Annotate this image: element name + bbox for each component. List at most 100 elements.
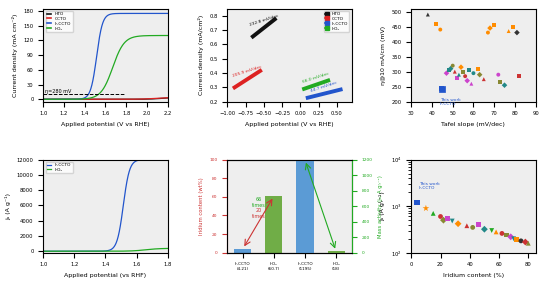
Point: [467, 82, 476, 86]
Text: 66.0 mV/dec: 66.0 mV/dec: [302, 71, 330, 83]
Point: [513, 30, 522, 35]
Point: [490, 23, 498, 27]
Y-axis label: Iridium content (wt%): Iridium content (wt%): [199, 177, 204, 235]
Point: [484, 30, 492, 35]
Point: [413, 200, 422, 205]
Point: [521, 240, 530, 244]
Point: [517, 239, 525, 243]
Point: [486, 26, 494, 30]
Point: [448, 219, 457, 223]
Text: 44.7 mV/dec: 44.7 mV/dec: [311, 80, 338, 93]
Point: [480, 227, 489, 231]
Text: η=280 mV: η=280 mV: [45, 89, 72, 94]
Point: [463, 224, 471, 228]
Point: [436, 27, 445, 32]
Point: [487, 228, 496, 233]
Y-axis label: Mass activity (jₐ, A gᴵᵣ⁻¹): Mass activity (jₐ, A gᴵᵣ⁻¹): [378, 175, 383, 238]
IrO₂: [123, 249, 129, 253]
Legend: HTO, CCTO, Ir-CCTO, IrO₂: HTO, CCTO, Ir-CCTO, IrO₂: [324, 11, 349, 32]
Point: [457, 65, 465, 69]
Ir-CCTO: [72, 250, 78, 253]
Point: [448, 63, 457, 68]
IrO₂: [113, 249, 120, 253]
Point: [432, 21, 440, 26]
X-axis label: Applied potential (vs RHF): Applied potential (vs RHF): [64, 273, 147, 278]
Ir-CCTO: [40, 250, 47, 253]
Point: [506, 235, 515, 239]
Point: [452, 76, 461, 80]
Y-axis label: η@10 mA/cm (mV): η@10 mA/cm (mV): [381, 26, 386, 85]
Point: [479, 77, 488, 82]
Point: [454, 222, 463, 226]
Ir-CCTO: [164, 158, 171, 161]
IrO₂: [96, 250, 103, 253]
X-axis label: Iridium content (%): Iridium content (%): [443, 273, 504, 278]
IrO₂: [40, 250, 47, 253]
Point: [459, 69, 467, 74]
Point: [524, 241, 532, 245]
Point: [461, 74, 470, 78]
Point: [492, 230, 500, 234]
Ir-CCTO: [134, 159, 140, 162]
Point: [500, 83, 509, 87]
Ir-CCTO: [113, 240, 120, 244]
Bar: [265, 196, 282, 253]
Text: 205.9 mV/dec: 205.9 mV/dec: [232, 65, 262, 78]
Y-axis label: jₐ (A gᴵᵣ⁻¹): jₐ (A gᴵᵣ⁻¹): [379, 191, 385, 221]
Ir-CCTO: [62, 250, 69, 253]
IrO₂: [72, 250, 78, 253]
Point: [451, 69, 459, 74]
Point: [439, 218, 448, 222]
Point: [446, 66, 455, 71]
Text: This work
Ir-CCTO: This work Ir-CCTO: [419, 181, 439, 190]
Bar: [234, 245, 252, 253]
Point: [454, 72, 463, 77]
Bar: [327, 251, 345, 253]
Point: [436, 214, 445, 219]
Point: [463, 78, 472, 83]
Text: This work
Ir-CCTO: This work Ir-CCTO: [440, 98, 460, 106]
Ir-CCTO: [123, 183, 129, 187]
Ir-CCTO: [96, 249, 103, 253]
Y-axis label: Current density (mA cm⁻²): Current density (mA cm⁻²): [12, 13, 18, 97]
Point: [442, 71, 451, 76]
X-axis label: Applied potential (V vs RHE): Applied potential (V vs RHE): [245, 122, 334, 127]
Point: [474, 222, 483, 227]
Bar: [296, 160, 314, 253]
Line: Ir-CCTO: Ir-CCTO: [43, 160, 168, 251]
Point: [424, 12, 432, 17]
Point: [469, 225, 477, 230]
IrO₂: [134, 249, 140, 252]
Point: [421, 206, 430, 210]
Bar: [265, 251, 282, 253]
Point: [498, 231, 506, 236]
Point: [444, 216, 452, 220]
Point: [512, 237, 521, 242]
Point: [469, 71, 478, 76]
Point: [504, 29, 513, 33]
Point: [438, 87, 446, 91]
IrO₂: [62, 250, 69, 253]
Bar: [234, 249, 252, 253]
IrO₂: [164, 247, 171, 250]
Text: 66
times: 66 times: [252, 197, 265, 208]
Y-axis label: Current density (mA/cm²): Current density (mA/cm²): [197, 15, 203, 95]
Point: [465, 68, 473, 72]
Point: [473, 66, 482, 71]
Text: 232.8 mV/dec: 232.8 mV/dec: [249, 14, 279, 27]
Legend: Ir-CCTO, IrO₂: Ir-CCTO, IrO₂: [45, 162, 72, 173]
Y-axis label: jₐ (A g⁻¹): jₐ (A g⁻¹): [5, 193, 11, 220]
Point: [514, 74, 523, 78]
Point: [496, 80, 505, 84]
Point: [494, 72, 503, 77]
X-axis label: Tafel slope (mV/dec): Tafel slope (mV/dec): [441, 122, 505, 127]
X-axis label: Applied potential (V vs RHE): Applied potential (V vs RHE): [61, 122, 150, 127]
Point: [429, 211, 438, 216]
Point: [438, 87, 446, 91]
Line: IrO₂: IrO₂: [43, 248, 168, 251]
Text: 20
times: 20 times: [252, 208, 265, 219]
Point: [476, 72, 484, 77]
Point: [509, 237, 518, 241]
Point: [502, 233, 511, 237]
Bar: [234, 160, 252, 253]
